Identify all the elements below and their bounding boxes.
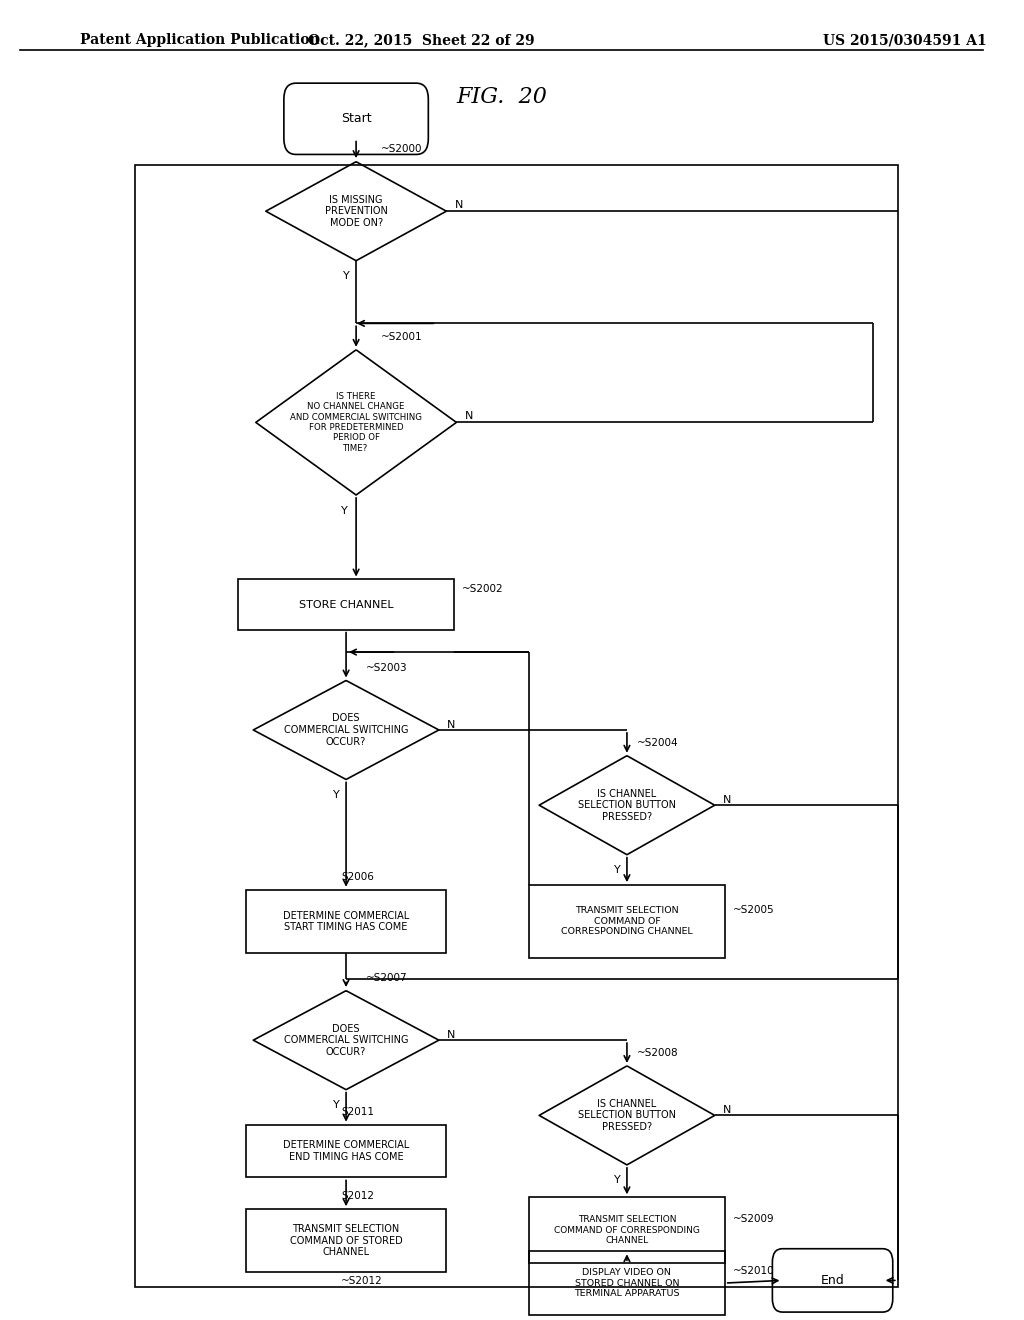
Text: IS CHANNEL
SELECTION BUTTON
PRESSED?: IS CHANNEL SELECTION BUTTON PRESSED? [578, 1098, 676, 1133]
Bar [239, 579, 454, 630]
Text: N: N [446, 719, 456, 730]
Text: S2012: S2012 [341, 1191, 374, 1201]
Bar [529, 1251, 725, 1315]
Text: ~S2000: ~S2000 [381, 144, 423, 153]
Text: S2006: S2006 [341, 871, 374, 882]
Text: TRANSMIT SELECTION
COMMAND OF
CORRESPONDING CHANNEL: TRANSMIT SELECTION COMMAND OF CORRESPOND… [561, 907, 693, 936]
Text: Y: Y [341, 506, 347, 516]
Text: ~S2009: ~S2009 [733, 1213, 774, 1224]
Text: DETERMINE COMMERCIAL
END TIMING HAS COME: DETERMINE COMMERCIAL END TIMING HAS COME [283, 1140, 410, 1162]
Text: ~S2001: ~S2001 [381, 331, 423, 342]
Text: ~S2007: ~S2007 [367, 973, 408, 982]
Text: Y: Y [613, 1175, 621, 1185]
Text: N: N [446, 1030, 456, 1040]
Text: ~S2008: ~S2008 [637, 1048, 679, 1059]
Text: N: N [723, 795, 731, 805]
Text: ~S2012: ~S2012 [341, 1275, 383, 1286]
Text: DETERMINE COMMERCIAL
START TIMING HAS COME: DETERMINE COMMERCIAL START TIMING HAS CO… [283, 911, 410, 932]
Text: Oct. 22, 2015  Sheet 22 of 29: Oct. 22, 2015 Sheet 22 of 29 [308, 33, 535, 48]
Text: N: N [455, 199, 463, 210]
Text: Y: Y [613, 866, 621, 875]
Text: TRANSMIT SELECTION
COMMAND OF CORRESPONDING
CHANNEL: TRANSMIT SELECTION COMMAND OF CORRESPOND… [554, 1216, 699, 1245]
Text: Y: Y [343, 272, 349, 281]
Text: DOES
COMMERCIAL SWITCHING
OCCUR?: DOES COMMERCIAL SWITCHING OCCUR? [284, 713, 409, 747]
Text: End: End [820, 1274, 845, 1287]
Text: Y: Y [333, 1101, 339, 1110]
Text: STORE CHANNEL: STORE CHANNEL [299, 599, 393, 610]
Text: IS MISSING
PREVENTION
MODE ON?: IS MISSING PREVENTION MODE ON? [325, 194, 387, 228]
Bar [529, 1197, 725, 1263]
Bar [135, 165, 898, 1287]
Text: Start: Start [341, 112, 372, 125]
Text: ~S2004: ~S2004 [637, 738, 679, 747]
Text: FIG.  20: FIG. 20 [456, 86, 547, 108]
Text: ~S2003: ~S2003 [367, 663, 408, 672]
Text: S2011: S2011 [341, 1106, 374, 1117]
Text: ~S2010: ~S2010 [733, 1266, 774, 1276]
Text: IS CHANNEL
SELECTION BUTTON
PRESSED?: IS CHANNEL SELECTION BUTTON PRESSED? [578, 788, 676, 822]
Text: ~S2002: ~S2002 [462, 583, 504, 594]
Bar [246, 1125, 446, 1177]
Text: N: N [723, 1105, 731, 1115]
Text: Patent Application Publication: Patent Application Publication [80, 33, 319, 48]
Bar [246, 1209, 446, 1272]
Text: N: N [465, 411, 473, 421]
Text: DOES
COMMERCIAL SWITCHING
OCCUR?: DOES COMMERCIAL SWITCHING OCCUR? [284, 1023, 409, 1057]
Text: TRANSMIT SELECTION
COMMAND OF STORED
CHANNEL: TRANSMIT SELECTION COMMAND OF STORED CHA… [290, 1224, 402, 1258]
Text: Y: Y [333, 789, 339, 800]
Bar [529, 886, 725, 958]
Bar [246, 890, 446, 953]
Text: IS THERE
NO CHANNEL CHANGE
AND COMMERCIAL SWITCHING
FOR PREDETERMINED
PERIOD OF
: IS THERE NO CHANNEL CHANGE AND COMMERCIA… [290, 392, 422, 453]
Text: DISPLAY VIDEO ON
STORED CHANNEL ON
TERMINAL APPARATUS: DISPLAY VIDEO ON STORED CHANNEL ON TERMI… [574, 1269, 680, 1298]
Text: ~S2005: ~S2005 [733, 904, 774, 915]
Text: US 2015/0304591 A1: US 2015/0304591 A1 [822, 33, 986, 48]
